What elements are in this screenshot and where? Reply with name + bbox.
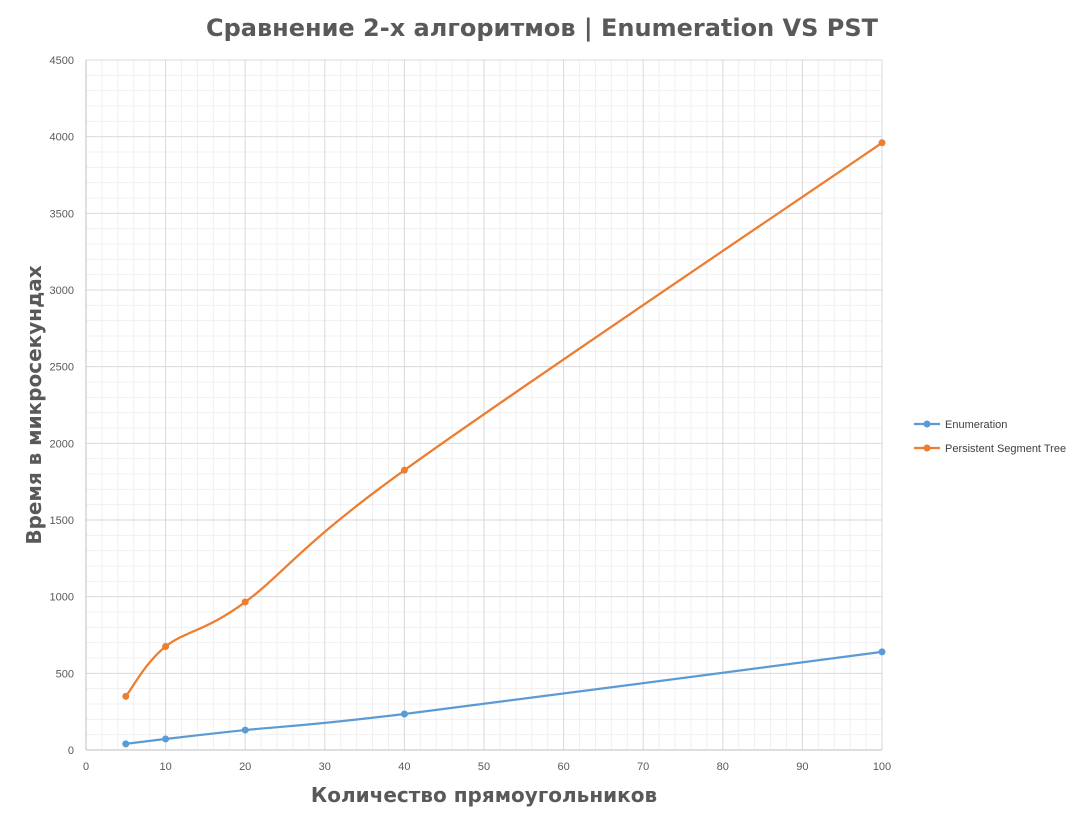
series-persistent-segment-tree [122,139,886,700]
data-point-enumeration [122,740,130,748]
series-layer [122,139,886,748]
x-tick-label: 40 [398,761,410,773]
x-tick-label: 100 [873,761,891,773]
series-line-enumeration [124,650,884,745]
series-enumeration [122,648,886,748]
y-tick-label: 1500 [50,515,74,527]
data-point-persistent-segment-tree [241,598,249,606]
x-tick-label: 30 [319,761,331,773]
axes [85,60,882,751]
x-tick-label: 80 [717,761,729,773]
data-point-enumeration [878,648,886,656]
data-point-persistent-segment-tree [122,692,130,700]
chart-title: Сравнение 2-х алгоритмов | Enumeration V… [206,14,879,42]
x-tick-label: 20 [239,761,251,773]
legend-label: Persistent Segment Tree [945,443,1066,455]
x-tick-label: 0 [83,761,89,773]
data-point-persistent-segment-tree [400,466,408,474]
x-tick-label: 50 [478,761,490,773]
data-point-persistent-segment-tree [878,139,886,147]
legend: Enumeration Persistent Segment Tree [914,419,1066,455]
y-tick-label: 2500 [50,362,74,374]
data-point-enumeration [162,735,170,743]
x-axis-title: Количество прямоугольников [311,783,657,807]
y-axis-title: Время в микросекундах [22,265,46,544]
y-tick-label: 0 [68,745,74,757]
major-gridlines [85,59,883,751]
y-tick-label: 4500 [50,55,74,67]
series-line-persistent-segment-tree [124,141,884,698]
legend-swatch-marker [923,420,931,428]
x-tick-label: 70 [637,761,649,773]
x-axis-tick-labels: 0 10 20 30 40 50 60 70 80 90 100 [83,761,891,773]
y-tick-label: 4000 [50,132,74,144]
x-tick-label: 10 [159,761,171,773]
y-tick-label: 3000 [50,285,74,297]
x-tick-label: 90 [796,761,808,773]
data-point-enumeration [241,726,249,734]
legend-label: Enumeration [945,419,1007,431]
legend-item-enumeration: Enumeration [914,419,1007,431]
legend-item-persistent-segment-tree: Persistent Segment Tree [914,443,1066,455]
y-axis-tick-labels: 0 500 1000 1500 2000 2500 3000 3500 4000 4500 [50,55,74,757]
legend-swatch-marker [923,444,931,452]
y-tick-label: 3500 [50,208,74,220]
data-point-enumeration [400,710,408,718]
data-point-persistent-segment-tree [162,643,170,650]
y-tick-label: 500 [56,668,74,680]
y-tick-label: 1000 [50,592,74,604]
x-tick-label: 60 [557,761,569,773]
y-tick-label: 2000 [50,438,74,450]
